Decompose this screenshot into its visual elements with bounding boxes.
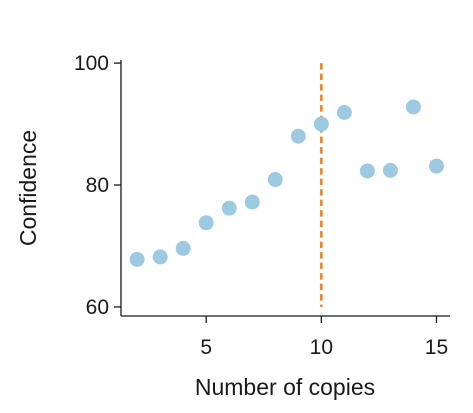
x-axis-title: Number of copies — [195, 374, 375, 400]
data-points — [129, 99, 444, 267]
data-point — [336, 104, 352, 120]
data-point — [198, 215, 214, 231]
data-point — [290, 128, 306, 144]
data-point — [129, 251, 145, 267]
x-ticks: 5 10 15 — [200, 316, 448, 359]
x-tick-label: 15 — [425, 336, 448, 359]
data-point — [175, 240, 191, 256]
data-point — [152, 249, 168, 265]
x-tick-label: 10 — [310, 336, 333, 359]
data-point — [221, 200, 237, 216]
data-point — [244, 194, 260, 210]
y-tick-label: 60 — [86, 296, 109, 319]
data-point — [405, 99, 421, 115]
x-tick-label: 5 — [200, 336, 212, 359]
data-point — [382, 162, 398, 178]
data-point — [428, 158, 444, 174]
data-point — [267, 172, 283, 188]
y-tick-label: 100 — [74, 52, 109, 75]
y-axis-title: Confidence — [15, 130, 41, 246]
data-point — [359, 163, 375, 179]
y-tick-label: 80 — [86, 174, 109, 197]
data-point — [313, 116, 329, 132]
y-ticks: 60 80 100 — [74, 52, 121, 319]
